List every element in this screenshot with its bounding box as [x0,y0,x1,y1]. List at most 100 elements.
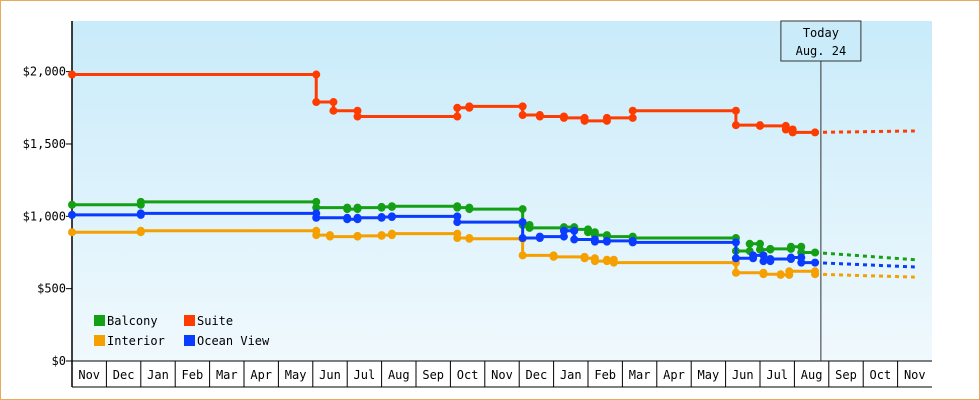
y-tick-label: $1,500 [23,137,66,151]
data-point [781,125,790,134]
data-point [353,106,362,115]
month-label: Feb [594,368,616,382]
data-point [387,229,396,238]
today-marker: Today Aug. 24 [780,20,862,361]
data-point [387,202,396,211]
month-label: Jun [732,368,754,382]
data-point [465,205,474,214]
data-point [326,232,334,241]
legend-swatch [184,315,195,326]
series-ocean-view [68,209,915,269]
y-tick-label: $1,000 [23,209,66,223]
data-point [312,213,321,222]
data-point [811,258,820,267]
month-label: Oct [457,368,479,382]
legend: Balcony Suite Interior Ocean View [94,314,270,348]
data-point [759,270,768,279]
legend-label: Interior [107,334,165,348]
data-point [602,255,611,264]
data-point [570,226,579,235]
month-label: Dec [526,368,548,382]
month-label: Mar [216,368,238,382]
forecast-line-ocean-view [814,261,915,269]
data-point [731,268,740,277]
data-point [136,197,145,206]
month-label: Jan [147,368,169,382]
month-label: Nov [904,368,926,382]
month-label: Sep [835,368,857,382]
data-point [535,112,544,121]
data-point [549,252,558,261]
legend-label: Ocean View [197,334,270,348]
data-point [453,218,462,227]
legend-item-balcony: Balcony [94,314,158,328]
data-point [353,213,362,222]
month-label: Apr [663,368,685,382]
data-point [518,251,527,260]
y-tick-label: $500 [37,282,66,296]
data-point [759,257,768,266]
month-label: Sep [422,368,444,382]
month-label: Jul [766,368,788,382]
data-point [811,270,820,279]
data-point [786,253,795,262]
data-point [759,251,768,260]
data-point [788,128,797,137]
month-label: Jun [319,368,341,382]
data-point [785,267,794,276]
forecast-line-suite [815,129,915,134]
today-date: Aug. 24 [796,44,847,58]
data-point [731,254,740,263]
month-label: May [285,368,307,382]
legend-item-interior: Interior [94,334,165,348]
month-label: Dec [113,368,135,382]
y-axis: $0 $500 $1,000 $1,500 $2,000 [23,21,73,387]
data-point [343,215,352,224]
data-point [756,245,764,254]
data-point [756,121,764,130]
data-point [776,270,785,279]
month-label: Jul [354,368,376,382]
forecast-line-interior [814,272,915,279]
data-point [312,203,321,212]
data-point [811,128,820,137]
data-point [584,228,592,237]
y-tick-label: $2,000 [23,65,66,79]
forecast-line-balcony [814,250,915,262]
data-point [518,234,527,243]
data-point [745,239,754,248]
data-point [786,242,795,251]
data-point [453,103,462,112]
month-label: Aug [388,368,410,382]
month-label: Oct [870,368,892,382]
data-point [628,238,637,247]
data-point [559,232,568,241]
month-label: Aug [801,368,823,382]
data-point [377,213,386,222]
month-label: May [698,368,720,382]
data-point [602,113,611,122]
month-grid [105,361,899,387]
month-label: Nov [491,368,513,382]
data-point [756,239,764,248]
data-point [525,223,534,232]
data-point [518,205,527,214]
data-point [329,98,338,107]
legend-label: Suite [197,314,233,328]
series-suite [68,70,915,137]
data-point [68,210,76,219]
data-point [68,200,76,209]
data-point [518,218,527,227]
data-point [312,231,321,240]
month-label: Feb [182,368,204,382]
data-point [766,255,775,263]
data-point [590,257,599,266]
data-point [518,111,527,120]
legend-label: Balcony [107,314,158,328]
data-point [602,236,611,245]
data-point [797,258,806,267]
data-point [766,244,775,253]
legend-swatch [94,315,105,326]
month-label: Nov [78,368,100,382]
